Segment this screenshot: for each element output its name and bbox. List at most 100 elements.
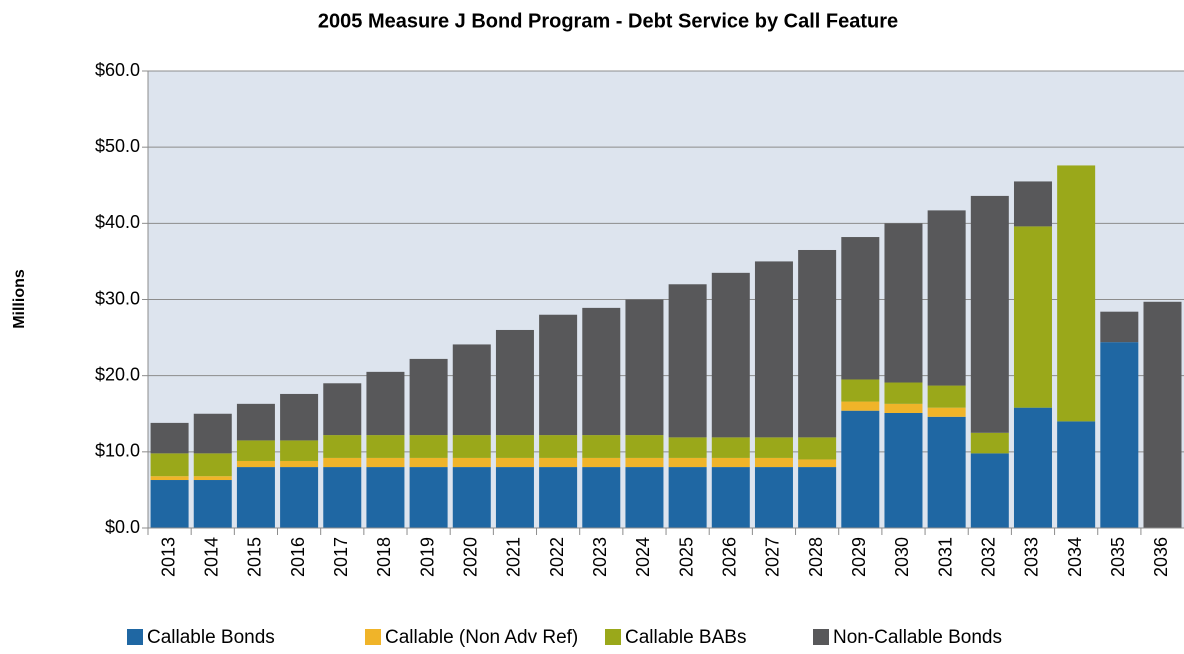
- bar-segment: [1013, 181, 1052, 227]
- bar-segment: [452, 467, 491, 528]
- bar-segment: [927, 407, 966, 417]
- bar-segment: [582, 435, 621, 458]
- bar-segment: [668, 467, 707, 528]
- y-tick-label: $60.0: [95, 60, 140, 80]
- x-tick-label: 2022: [547, 537, 567, 577]
- bar-segment: [280, 393, 319, 441]
- bar-segment: [323, 467, 362, 528]
- y-tick-label: $20.0: [95, 364, 140, 384]
- x-tick-label: 2018: [374, 537, 394, 577]
- bar-segment: [798, 459, 837, 468]
- bar-segment: [1100, 311, 1139, 343]
- bar-segment: [841, 379, 880, 402]
- bar-segment: [711, 437, 750, 458]
- bar-segment: [711, 457, 750, 468]
- bar-segment: [970, 432, 1009, 454]
- legend-swatch: [605, 629, 621, 645]
- y-tick-label: $10.0: [95, 441, 140, 461]
- bar-segment: [452, 457, 491, 468]
- bar-segment: [366, 467, 405, 528]
- legend-label: Callable BABs: [625, 627, 746, 648]
- legend-swatch: [813, 629, 829, 645]
- bar-segment: [625, 435, 664, 458]
- bar-segment: [150, 480, 189, 528]
- bar-segment: [668, 457, 707, 468]
- bar-segment: [150, 422, 189, 454]
- bar-segment: [1013, 226, 1052, 408]
- bar-segment: [841, 401, 880, 411]
- bar-segment: [539, 467, 578, 528]
- bar-segment: [841, 237, 880, 380]
- bar-segment: [754, 261, 793, 438]
- bar-segment: [452, 435, 491, 458]
- bar-segment: [754, 467, 793, 528]
- bar-segment: [193, 476, 232, 481]
- bar-segment: [366, 371, 405, 436]
- x-tick-label: 2016: [288, 537, 308, 577]
- bar-segment: [539, 314, 578, 436]
- bar-segment: [754, 457, 793, 468]
- bar-segment: [1013, 407, 1052, 528]
- x-tick-label: 2015: [245, 537, 265, 577]
- x-tick-label: 2036: [1151, 537, 1171, 577]
- bar-segment: [236, 460, 275, 468]
- bar-segment: [150, 453, 189, 477]
- bar-segment: [193, 413, 232, 454]
- bar-segment: [927, 210, 966, 386]
- x-tick-label: 2024: [633, 537, 653, 577]
- y-tick-label: $0.0: [105, 517, 140, 537]
- x-tick-label: 2035: [1108, 537, 1128, 577]
- bar-segment: [323, 435, 362, 458]
- bar-segment: [323, 383, 362, 436]
- bar-segment: [970, 195, 1009, 433]
- bar-segment: [884, 382, 923, 404]
- legend-label: Callable Bonds: [147, 627, 275, 648]
- x-tick-label: 2030: [892, 537, 912, 577]
- bar-segment: [798, 437, 837, 460]
- y-tick-label: $40.0: [95, 212, 140, 232]
- bar-segment: [366, 435, 405, 458]
- bar-segment: [927, 416, 966, 528]
- bar-segment: [193, 480, 232, 528]
- x-tick-label: 2013: [158, 537, 178, 577]
- x-tick-label: 2033: [1022, 537, 1042, 577]
- bar-segment: [668, 284, 707, 438]
- bar-segment: [927, 385, 966, 408]
- x-tick-label: 2014: [202, 537, 222, 577]
- y-tick-label: $50.0: [95, 136, 140, 156]
- bar-segment: [625, 299, 664, 436]
- chart-title: 2005 Measure J Bond Program - Debt Servi…: [318, 10, 898, 32]
- bar-segment: [711, 467, 750, 528]
- bar-segment: [841, 410, 880, 528]
- bar-segment: [323, 457, 362, 468]
- legend-swatch: [365, 629, 381, 645]
- bar-segment: [236, 467, 275, 528]
- x-tick-label: 2031: [935, 537, 955, 577]
- y-tick-label: $30.0: [95, 288, 140, 308]
- bar-segment: [280, 460, 319, 468]
- bar-segment: [409, 358, 448, 436]
- x-tick-label: 2023: [590, 537, 610, 577]
- x-tick-label: 2029: [849, 537, 869, 577]
- x-tick-label: 2021: [504, 537, 524, 577]
- bar-segment: [539, 457, 578, 468]
- bar-segment: [366, 457, 405, 468]
- bar-segment: [582, 307, 621, 436]
- x-tick-label: 2032: [979, 537, 999, 577]
- bar-segment: [495, 467, 534, 528]
- x-tick-label: 2019: [417, 537, 437, 577]
- bar-segment: [193, 453, 232, 477]
- bar-segment: [582, 457, 621, 468]
- bar-segment: [1057, 165, 1096, 422]
- x-tick-label: 2028: [806, 537, 826, 577]
- bar-segment: [754, 437, 793, 458]
- bar-segment: [625, 457, 664, 468]
- x-tick-label: 2025: [676, 537, 696, 577]
- bar-segment: [495, 457, 534, 468]
- bar-segment: [495, 435, 534, 458]
- legend-swatch: [127, 629, 143, 645]
- bar-segment: [711, 272, 750, 438]
- legend-label: Callable (Non Adv Ref): [385, 627, 578, 648]
- bar-segment: [236, 440, 275, 461]
- bar-segment: [150, 476, 189, 481]
